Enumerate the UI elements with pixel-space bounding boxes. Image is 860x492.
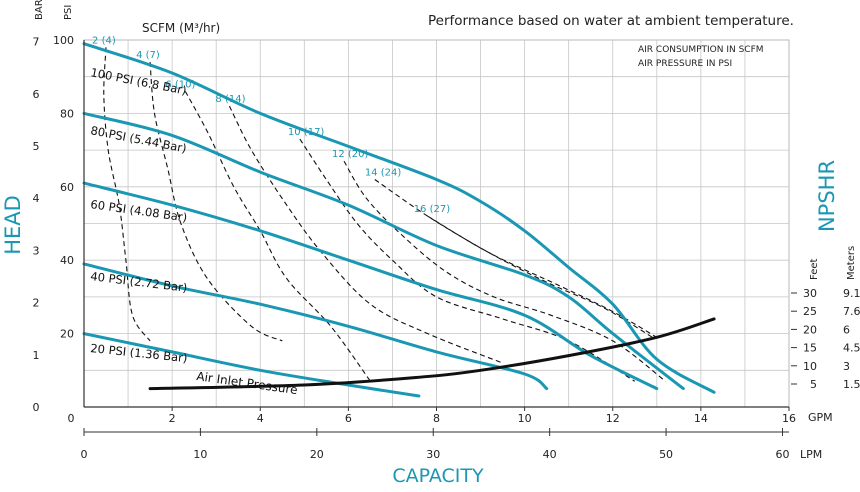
y-axis-label: HEAD — [1, 195, 25, 255]
air-inlet-pressure-group: Air Inlet Pressure — [148, 317, 716, 397]
air-consumption-curve — [228, 105, 503, 364]
y-tick-psi: 100 — [53, 34, 74, 47]
y-tick-bar: 4 — [33, 192, 40, 205]
air-inlet-pressure-line — [148, 317, 716, 391]
performance-curve — [82, 181, 659, 391]
npshr-meters-label: Meters — [846, 246, 857, 280]
performance-curve-label: 60 PSI (4.08 Bar) — [90, 197, 188, 224]
y-tick-psi: 80 — [60, 107, 74, 120]
axes: 0 2 4 6 8 10 12 14 160 10 20 30 40 50 6020406080100012… — [33, 34, 860, 461]
x-tick-lpm: 30 — [426, 448, 440, 461]
legend-note-1: AIR CONSUMPTION IN SCFM — [638, 45, 764, 55]
performance-curves: 100 PSI (6.8 Bar)80 PSI (5.44 Bar)60 PSI… — [82, 42, 716, 398]
y-tick-psi: 60 — [60, 181, 74, 194]
npshr-tick-meters: 6 — [843, 323, 850, 336]
performance-curve-label: 40 PSI (2.72 Bar) — [90, 269, 188, 295]
x-tick-lpm: 50 — [659, 448, 673, 461]
air-consumption-curve — [149, 61, 283, 342]
air-consumption-label: 6 (10) — [165, 79, 195, 90]
y-tick-psi: 20 — [60, 328, 74, 341]
y-tick-bar: 6 — [33, 88, 40, 101]
npshr-tick-feet: 5 — [810, 378, 817, 391]
x-tick-gpm: 6 — [345, 412, 352, 425]
scfm-header: SCFM (M³/hr) — [142, 21, 220, 35]
npshr-feet-label: Feet — [809, 258, 820, 280]
x-tick-gpm: 8 — [433, 412, 440, 425]
x-tick-gpm: 12 — [606, 412, 620, 425]
x-tick-lpm: 60 — [775, 448, 789, 461]
air-consumption-label: 4 (7) — [136, 50, 160, 61]
grid — [83, 39, 790, 408]
y-tick-bar: 1 — [33, 349, 40, 362]
npshr-tick-feet: 30 — [803, 287, 817, 300]
gpm-unit-label: GPM — [808, 411, 833, 424]
y-tick-bar: 2 — [33, 297, 40, 310]
air-consumption-curve — [374, 179, 653, 338]
x-tick-gpm: 4 — [257, 412, 264, 425]
x-tick-lpm: 10 — [193, 448, 207, 461]
npshr-tick-feet: 25 — [803, 305, 817, 318]
x-tick-gpm: 16 — [782, 412, 796, 425]
npshr-tick-meters: 1.5 — [843, 378, 860, 391]
air-consumption-curve — [427, 215, 658, 338]
performance-curve — [82, 111, 685, 391]
npshr-tick-meters: 3 — [843, 360, 850, 373]
x-tick-gpm: 10 — [518, 412, 532, 425]
air-consumption-label: 2 (4) — [92, 35, 116, 46]
npshr-tick-feet: 15 — [803, 342, 817, 355]
npshr-tick-meters: 7.6 — [843, 305, 860, 318]
npshr-tick-feet: 20 — [803, 323, 817, 336]
x-tick-gpm: 2 — [169, 412, 176, 425]
performance-curve — [82, 42, 716, 394]
y2-axis-label: NPSHR — [815, 160, 839, 232]
y-tick-bar: 7 — [33, 36, 40, 49]
psi-unit-label: PSI — [63, 5, 74, 20]
y-tick-bar: 3 — [33, 244, 40, 257]
bar-unit-label: BAR — [34, 0, 45, 20]
y-tick-bar: 5 — [33, 140, 40, 153]
legend-note-2: AIR PRESSURE IN PSI — [638, 59, 732, 69]
air-consumption-curve — [184, 91, 371, 382]
x-axis-label: CAPACITY — [392, 465, 484, 487]
npshr-tick-meters: 4.5 — [843, 342, 860, 355]
y-tick-psi: 40 — [60, 254, 74, 267]
y-tick-bar: 0 — [33, 401, 40, 414]
x-tick-lpm: 0 — [81, 448, 88, 461]
air-consumption-curve — [343, 160, 666, 382]
x-tick-gpm: 14 — [694, 412, 708, 425]
x-tick-lpm: 20 — [310, 448, 324, 461]
x-tick-gpm: 0 — [68, 412, 75, 425]
air-consumption-label: 16 (27) — [414, 204, 451, 215]
lpm-unit-label: LPM — [800, 448, 822, 461]
chart-title: Performance based on water at ambient te… — [428, 13, 794, 29]
performance-curve — [82, 332, 421, 398]
x-tick-lpm: 40 — [543, 448, 557, 461]
air-consumption-label: 14 (24) — [365, 167, 402, 178]
performance-curve — [82, 262, 549, 391]
performance-curve-label: 80 PSI (5.44 Bar) — [89, 123, 187, 155]
air-consumption-label: 12 (20) — [332, 149, 369, 160]
npshr-tick-meters: 9.1 — [843, 287, 860, 300]
npshr-tick-feet: 10 — [803, 360, 817, 373]
